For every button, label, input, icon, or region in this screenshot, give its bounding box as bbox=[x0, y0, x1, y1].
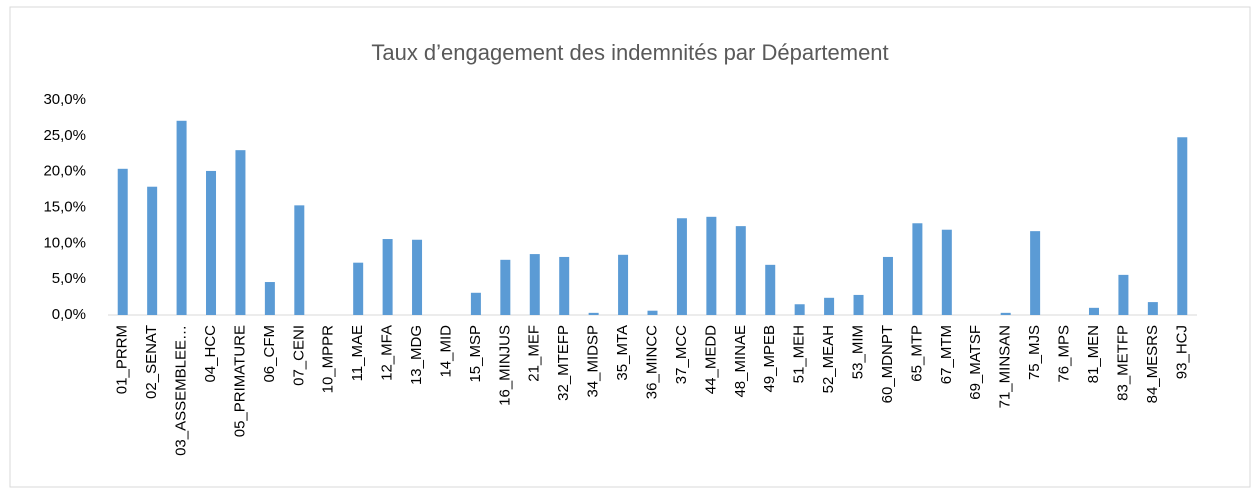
x-tick-label: 12_MFA bbox=[379, 325, 396, 381]
x-tick-label: 51_MEH bbox=[791, 325, 808, 383]
x-tick-label: 48_MINAE bbox=[732, 325, 749, 398]
x-tick-label: 65_MTP bbox=[908, 325, 925, 382]
chart-title: Taux d’engagement des indemnités par Dép… bbox=[371, 40, 888, 65]
x-tick-label: 32_MTEFP bbox=[555, 325, 572, 401]
x-tick-label: 03_ASSEMBLEE… bbox=[173, 325, 190, 456]
x-tick-label: 06_CFM bbox=[261, 325, 278, 383]
y-tick-label: 10,0% bbox=[43, 234, 86, 251]
bar bbox=[500, 259, 511, 315]
bar bbox=[353, 262, 364, 315]
y-tick-label: 15,0% bbox=[43, 198, 86, 215]
bar bbox=[1000, 312, 1011, 315]
x-tick-label: 05_PRIMATURE bbox=[231, 325, 248, 437]
x-tick-label: 21_MEF bbox=[526, 325, 543, 382]
bar bbox=[676, 218, 687, 315]
bar bbox=[941, 229, 952, 315]
y-tick-label: 20,0% bbox=[43, 163, 86, 180]
x-tick-label: 84_MESRS bbox=[1144, 325, 1161, 403]
bar bbox=[735, 226, 746, 315]
x-tick-label: 13_MDG bbox=[408, 325, 425, 385]
x-tick-label: 34_MIDSP bbox=[585, 325, 602, 398]
bar bbox=[853, 294, 864, 315]
x-tick-label: 01_PRRM bbox=[114, 325, 131, 394]
chart-frame bbox=[9, 6, 1251, 488]
bar bbox=[412, 239, 423, 315]
bar bbox=[206, 170, 217, 315]
bar bbox=[1088, 307, 1099, 315]
x-tick-label: 16_MINJUS bbox=[496, 325, 513, 406]
bar bbox=[1177, 137, 1188, 315]
x-tick-label: 35_MTA bbox=[614, 325, 631, 381]
x-tick-label: 52_MEAH bbox=[820, 325, 837, 393]
bar bbox=[588, 312, 599, 315]
bar bbox=[765, 264, 776, 315]
x-tick-label: 14_MID bbox=[437, 325, 454, 378]
bar bbox=[294, 205, 305, 315]
bar bbox=[382, 239, 393, 315]
bar bbox=[264, 282, 275, 315]
x-tick-label: 37_MCC bbox=[673, 325, 690, 384]
bar bbox=[1030, 231, 1041, 315]
x-tick-label: 83_METFP bbox=[1114, 325, 1131, 401]
x-tick-label: 15_MSP bbox=[467, 325, 484, 383]
bar bbox=[559, 256, 570, 315]
bar bbox=[235, 150, 246, 315]
x-tick-label: 81_MEN bbox=[1085, 325, 1102, 383]
x-tick-label: 67_MTM bbox=[938, 325, 955, 384]
bar bbox=[1147, 302, 1158, 315]
x-tick-label: 75_MJS bbox=[1026, 325, 1043, 380]
bar bbox=[176, 120, 187, 316]
x-tick-label: 69_MATSF bbox=[967, 325, 984, 400]
x-tick-label: 44_MEDD bbox=[702, 325, 719, 394]
bar bbox=[470, 292, 481, 315]
x-tick-label: 53_MIM bbox=[849, 325, 866, 379]
bar bbox=[647, 310, 658, 315]
x-tick-label: 11_MAE bbox=[349, 325, 366, 381]
bar bbox=[794, 304, 805, 315]
x-tick-label: 02_SENAT bbox=[143, 325, 160, 399]
x-tick-label: 04_HCC bbox=[202, 325, 219, 383]
x-tick-label: 76_MPS bbox=[1056, 325, 1073, 383]
bar bbox=[618, 254, 629, 315]
y-tick-label: 25,0% bbox=[43, 127, 86, 144]
y-tick-label: 30,0% bbox=[43, 91, 86, 108]
bar bbox=[912, 223, 923, 315]
x-tick-label: 36_MINCC bbox=[643, 325, 660, 399]
bar bbox=[824, 297, 835, 315]
bar bbox=[147, 186, 158, 315]
x-tick-label: 60_MDNPT bbox=[879, 325, 896, 403]
bar bbox=[529, 254, 540, 315]
x-tick-label: 07_CENI bbox=[290, 325, 307, 386]
bar bbox=[1118, 274, 1129, 315]
x-tick-label: 49_MPEB bbox=[761, 325, 778, 393]
bar bbox=[882, 256, 893, 315]
y-tick-label: 0,0% bbox=[52, 306, 86, 323]
y-tick-label: 5,0% bbox=[52, 270, 86, 287]
x-tick-label: 10_MPPR bbox=[320, 325, 337, 394]
x-tick-label: 93_HCJ bbox=[1173, 325, 1190, 379]
bar bbox=[706, 216, 717, 315]
bar bbox=[117, 168, 128, 315]
x-tick-label: 71_MINSAN bbox=[997, 325, 1014, 408]
